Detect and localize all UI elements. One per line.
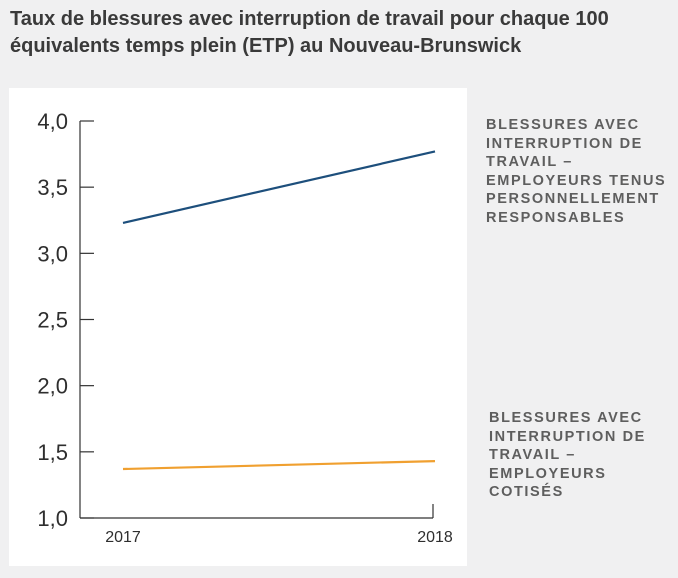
y-axis: 1,0 1,5 2,0 2,5 3,0 3,5 4,0 [37,109,94,531]
x-tick-label: 2018 [417,529,453,546]
y-tick-label: 2,0 [37,374,68,399]
y-tick-label: 1,0 [37,506,68,531]
y-tick-label: 2,5 [37,308,68,333]
y-tick-label: 1,5 [37,440,68,465]
y-tick-label: 3,0 [37,241,68,266]
line-chart: 1,0 1,5 2,0 2,5 3,0 3,5 4,0 2017 2018 [37,109,453,546]
series-line-0 [122,150,436,224]
legend-entry-assessed-employers: BLESSURES AVEC INTERRUPTION DE TRAVAIL –… [489,410,646,500]
series-lines [122,150,436,471]
y-tick-label: 4,0 [37,109,68,134]
x-tick-label: 2017 [105,529,141,546]
chart-title: Taux de blessures avec interruption de t… [10,8,609,57]
y-tick-label: 3,5 [37,175,68,200]
legend-entry-personally-responsible: BLESSURES AVEC INTERRUPTION DE TRAVAIL –… [486,117,667,226]
x-axis: 2017 2018 [80,504,453,546]
series-line-1 [122,459,436,471]
plot-panel: 1,0 1,5 2,0 2,5 3,0 3,5 4,0 2017 2018 [9,88,467,566]
